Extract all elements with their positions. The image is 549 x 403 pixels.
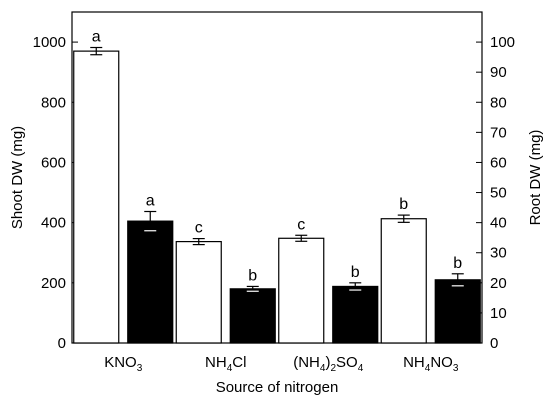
y2-tick-label: 50 bbox=[490, 185, 507, 202]
root-bar bbox=[434, 279, 481, 344]
significance-label: b bbox=[399, 196, 408, 213]
y-tick-label: 200 bbox=[41, 275, 66, 292]
shoot-bar bbox=[73, 50, 120, 344]
y2-tick-label: 10 bbox=[490, 305, 507, 322]
root-bar bbox=[229, 288, 276, 344]
y2-tick-label: 30 bbox=[490, 245, 507, 262]
shoot-bar bbox=[380, 218, 427, 344]
y-axis-label: Shoot DW (mg) bbox=[9, 126, 26, 229]
x-tick-label: NH4Cl bbox=[205, 354, 246, 374]
root-bar bbox=[332, 285, 379, 344]
y-tick-label: 800 bbox=[41, 94, 66, 111]
significance-label: c bbox=[297, 216, 305, 233]
plot-area: 0 200 400 600 800 1000 0 10 20 30 40 50 60 70 80 90 100 a… bbox=[33, 11, 515, 374]
x-tick-label: (NH4)2SO4 bbox=[293, 354, 363, 374]
significance-label: c bbox=[195, 220, 203, 237]
y-tick-label: 600 bbox=[41, 154, 66, 171]
significance-label: b bbox=[248, 267, 257, 284]
shoot-bar bbox=[175, 240, 222, 344]
shoot-bar bbox=[278, 237, 325, 344]
significance-label: b bbox=[453, 255, 462, 272]
y2-axis-label: Root DW (mg) bbox=[527, 130, 544, 226]
y2-tick-label: 80 bbox=[490, 94, 507, 111]
significance-label: b bbox=[351, 264, 360, 281]
y-tick-label: 400 bbox=[41, 215, 66, 232]
y2-tick-label: 0 bbox=[490, 335, 498, 352]
x-axis-label: Source of nitrogen bbox=[216, 379, 339, 396]
y-tick-label: 0 bbox=[58, 335, 66, 352]
x-tick-label: NH4NO3 bbox=[403, 354, 459, 374]
y-tick-label: 1000 bbox=[33, 34, 66, 51]
y2-tick-label: 60 bbox=[490, 154, 507, 171]
x-tick-label: KNO3 bbox=[104, 354, 143, 374]
plot-frame bbox=[71, 11, 483, 344]
y2-tick-label: 40 bbox=[490, 215, 507, 232]
significance-label: a bbox=[92, 29, 101, 46]
y2-tick-label: 70 bbox=[490, 124, 507, 141]
y2-tick-label: 20 bbox=[490, 275, 507, 292]
y2-tick-label: 90 bbox=[490, 64, 507, 81]
y2-tick-label: 100 bbox=[490, 34, 515, 51]
significance-label: a bbox=[146, 193, 155, 210]
root-bar bbox=[127, 220, 174, 344]
